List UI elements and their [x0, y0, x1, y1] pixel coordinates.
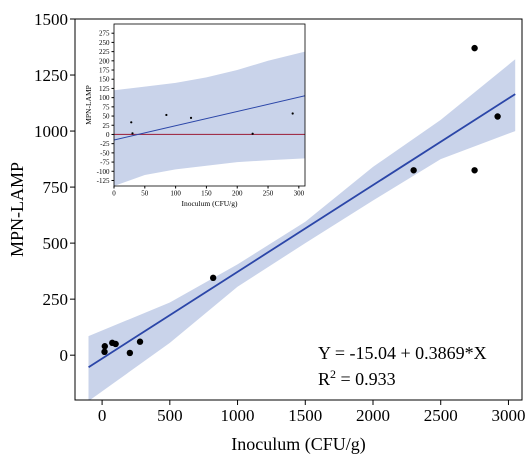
- inset-data-point: [131, 132, 134, 135]
- main-data-point: [494, 113, 501, 120]
- inset-y-tick-label: 200: [99, 57, 110, 65]
- inset-y-tick-label: -100: [97, 168, 110, 176]
- main-x-tick-label: 1500: [288, 406, 322, 425]
- inset-data-point: [189, 116, 193, 119]
- main-y-tick-label: 1000: [34, 122, 68, 141]
- main-y-tick-label: 500: [43, 234, 69, 253]
- main-x-tick-label: 2500: [424, 406, 458, 425]
- main-y-tick-label: 250: [43, 290, 69, 309]
- main-x-tick-label: 0: [98, 406, 107, 425]
- inset-y-axis-title: MPN-LAMP: [84, 85, 93, 125]
- inset-y-tick-label: 100: [99, 94, 110, 102]
- inset-y-tick-label: 75: [103, 103, 111, 111]
- inset-y-tick-label: 225: [99, 48, 110, 56]
- main-data-point: [209, 274, 217, 282]
- main-y-tick-label: 1500: [34, 10, 68, 29]
- main-y-tick-label: 0: [60, 346, 69, 365]
- inset-data-point: [291, 112, 294, 115]
- main-data-point: [136, 338, 144, 345]
- main-x-tick-label: 500: [157, 406, 183, 425]
- main-data-point: [112, 340, 119, 348]
- inset-x-tick-label: 150: [201, 190, 212, 198]
- main-data-point: [471, 167, 478, 174]
- main-y-tick-label: 750: [43, 178, 69, 197]
- inset-y-tick-label: 0: [106, 131, 110, 139]
- inset-data-point: [130, 121, 133, 124]
- inset-x-tick-label: 250: [263, 190, 274, 198]
- inset-x-tick-label: 50: [141, 190, 149, 198]
- main-data-point: [101, 348, 108, 356]
- main-fit-line: [88, 93, 516, 368]
- inset-data-point: [165, 113, 168, 117]
- inset-y-tick-label: -75: [100, 159, 110, 167]
- inset-x-tick-label: 0: [112, 190, 116, 198]
- main-y-tick-label: 1250: [34, 66, 68, 85]
- inset-y-tick-label: 50: [103, 113, 111, 121]
- main-x-tick-label: 1000: [221, 406, 255, 425]
- inset-confidence-band: [114, 51, 305, 186]
- r-squared-value: = 0.933: [336, 369, 396, 389]
- main-plot-frame: [74, 18, 523, 401]
- inset-y-tick-label: 25: [103, 122, 111, 130]
- inset-y-tick-label: 250: [99, 39, 110, 47]
- regression-equation: Y = -15.04 + 0.3869*X: [318, 343, 487, 363]
- inset-y-tick-label: 125: [99, 85, 110, 93]
- inset-x-axis-title: Inoculum (CFU/g): [181, 199, 238, 208]
- main-data-point: [126, 349, 134, 357]
- inset-y-tick-label: -50: [100, 149, 110, 157]
- inset-data-point: [251, 132, 254, 135]
- main-x-tick-label: 2000: [356, 406, 390, 425]
- main-x-tick-label: 3000: [491, 406, 525, 425]
- main-y-axis-title: MPN-LAMP: [7, 162, 27, 257]
- main-data-point: [471, 44, 478, 52]
- inset-y-tick-label: -25: [100, 140, 110, 148]
- inset-y-tick-label: 175: [99, 67, 110, 75]
- inset-y-tick-label: -125: [97, 177, 110, 185]
- inset-x-tick-label: 100: [170, 190, 181, 198]
- r-squared-annotation: R2 = 0.933: [318, 367, 396, 389]
- main-data-point: [101, 343, 109, 350]
- r-squared-superscript: 2: [330, 367, 336, 381]
- inset-x-tick-label: 300: [294, 190, 305, 198]
- inset-x-tick-label: 200: [232, 190, 243, 198]
- inset-plot-frame: [113, 23, 306, 187]
- inset-y-tick-label: 150: [99, 76, 110, 84]
- inset-y-tick-label: 275: [99, 30, 110, 38]
- main-data-point: [410, 167, 417, 174]
- inset-fit-line: [114, 95, 305, 141]
- main-x-axis-title: Inoculum (CFU/g): [231, 434, 366, 455]
- r-squared-base: R: [318, 369, 330, 389]
